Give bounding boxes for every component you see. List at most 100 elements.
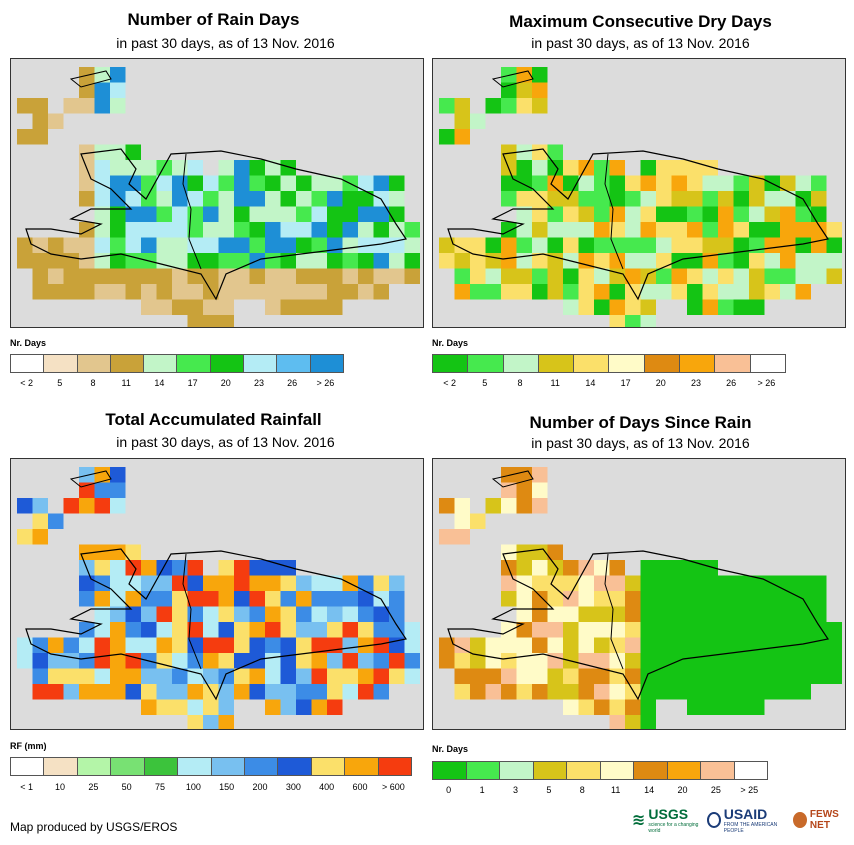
- map-grid-cell: [280, 222, 296, 238]
- map-grid-cell: [203, 715, 219, 729]
- map-grid-cell: [79, 668, 95, 684]
- map-grid-cell: [358, 191, 374, 207]
- map-grid-cell: [780, 237, 796, 253]
- map-grid-cell: [94, 175, 110, 191]
- map-grid-cell: [687, 637, 703, 653]
- map-grid-cell: [671, 268, 687, 284]
- map-grid-cell: [218, 160, 234, 176]
- map-grid-cell: [218, 560, 234, 576]
- map-grid-cell: [501, 622, 517, 638]
- map-grid-cell: [780, 622, 796, 638]
- map-grid-cell: [470, 284, 486, 300]
- map-grid-cell: [249, 175, 265, 191]
- map-grid-cell: [501, 253, 517, 269]
- usgs-logo-text: USGS science for a changing world: [648, 806, 699, 834]
- map-grid-cell: [594, 175, 610, 191]
- legend-label: 8: [517, 378, 523, 388]
- map-grid-cell: [358, 253, 374, 269]
- map-grid-cell: [373, 684, 389, 700]
- map-grid-cell: [311, 575, 327, 591]
- map-grid-cell: [749, 668, 765, 684]
- map-grid-cell: [718, 653, 734, 669]
- legend-swatch: [278, 758, 312, 775]
- map-grid-cell: [358, 622, 374, 638]
- map-grid-cell: [532, 67, 548, 83]
- map-grid-cell: [764, 222, 780, 238]
- map-grid-cell: [594, 268, 610, 284]
- map-grid-cell: [156, 206, 172, 222]
- map-grid-cell: [547, 606, 563, 622]
- map-grid-cell: [671, 160, 687, 176]
- map-grid-cell: [578, 699, 594, 715]
- map-grid-cell: [547, 191, 563, 207]
- map-grid-cell: [609, 622, 625, 638]
- map-grid-cell: [516, 668, 532, 684]
- map-grid-cell: [501, 637, 517, 653]
- map-grid-cell: [749, 653, 765, 669]
- map-grid-cell: [439, 498, 455, 514]
- map-grid-cell: [265, 622, 281, 638]
- map-grid-cell: [501, 591, 517, 607]
- map-grid-cell: [141, 160, 157, 176]
- map-grid-cell: [532, 606, 548, 622]
- map-grid-cell: [373, 637, 389, 653]
- map-grid-cell: [826, 622, 842, 638]
- legend-swatch: [311, 758, 346, 775]
- map-grid-cell: [501, 144, 517, 160]
- map-grid-cell: [234, 253, 250, 269]
- map-grid-cell: [795, 622, 811, 638]
- map-grid-cell: [563, 206, 579, 222]
- map-grid-cell: [687, 699, 703, 715]
- map-grid-cell: [470, 684, 486, 700]
- map-grid-cell: [671, 591, 687, 607]
- map-grid-cell: [203, 575, 219, 591]
- island-outline: [69, 70, 112, 88]
- map-grid-cell: [811, 253, 827, 269]
- map-grid-cell: [563, 268, 579, 284]
- map-grid-cell: [125, 622, 141, 638]
- map-grid-cell: [749, 684, 765, 700]
- map-grid-cell: [280, 591, 296, 607]
- map-grid-cell: [141, 222, 157, 238]
- map-grid-cell: [547, 622, 563, 638]
- map-grid-cell: [640, 237, 656, 253]
- map-grid-cell: [563, 606, 579, 622]
- map-grid-cell: [48, 237, 64, 253]
- map-grid-cell: [671, 560, 687, 576]
- map-grid-cell: [501, 284, 517, 300]
- map-grid-cell: [17, 498, 33, 514]
- map-grid-cell: [826, 668, 842, 684]
- map-grid-cell: [532, 144, 548, 160]
- country-border: [182, 153, 202, 270]
- map-grid-cell: [563, 560, 579, 576]
- map-grid-cell: [532, 498, 548, 514]
- legend-swatch: [433, 355, 469, 372]
- map-grid-cell: [172, 175, 188, 191]
- map-grid-cell: [594, 284, 610, 300]
- map-grid-cell: [501, 482, 517, 498]
- map-grid-cell: [110, 191, 126, 207]
- map-grid-cell: [749, 284, 765, 300]
- map-grid-cell: [63, 268, 79, 284]
- map-grid-cell: [656, 284, 672, 300]
- map-grid-cell: [187, 284, 203, 300]
- map-grid-cell: [656, 222, 672, 238]
- map-grid-cell: [578, 191, 594, 207]
- map-grid-cell: [156, 299, 172, 315]
- map-grid-cell: [265, 591, 281, 607]
- map-grid-cell: [702, 253, 718, 269]
- map-grid-cell: [280, 175, 296, 191]
- map-grid-cell: [764, 622, 780, 638]
- panel-subtitle: in past 30 days, as of 13 Nov. 2016: [116, 434, 335, 450]
- panel-max-dry-days: Maximum Consecutive Dry Days in past 30 …: [427, 0, 854, 400]
- legend-swatch: [680, 355, 716, 372]
- map-grid-cell: [764, 591, 780, 607]
- island-outline: [491, 70, 534, 88]
- map-grid-cell: [203, 237, 219, 253]
- map-grid-cell: [516, 606, 532, 622]
- map-grid-cell: [311, 237, 327, 253]
- map-grid-cell: [389, 253, 405, 269]
- map-grid-cell: [578, 268, 594, 284]
- map-grid-cell: [439, 98, 455, 114]
- map-grid-cell: [764, 637, 780, 653]
